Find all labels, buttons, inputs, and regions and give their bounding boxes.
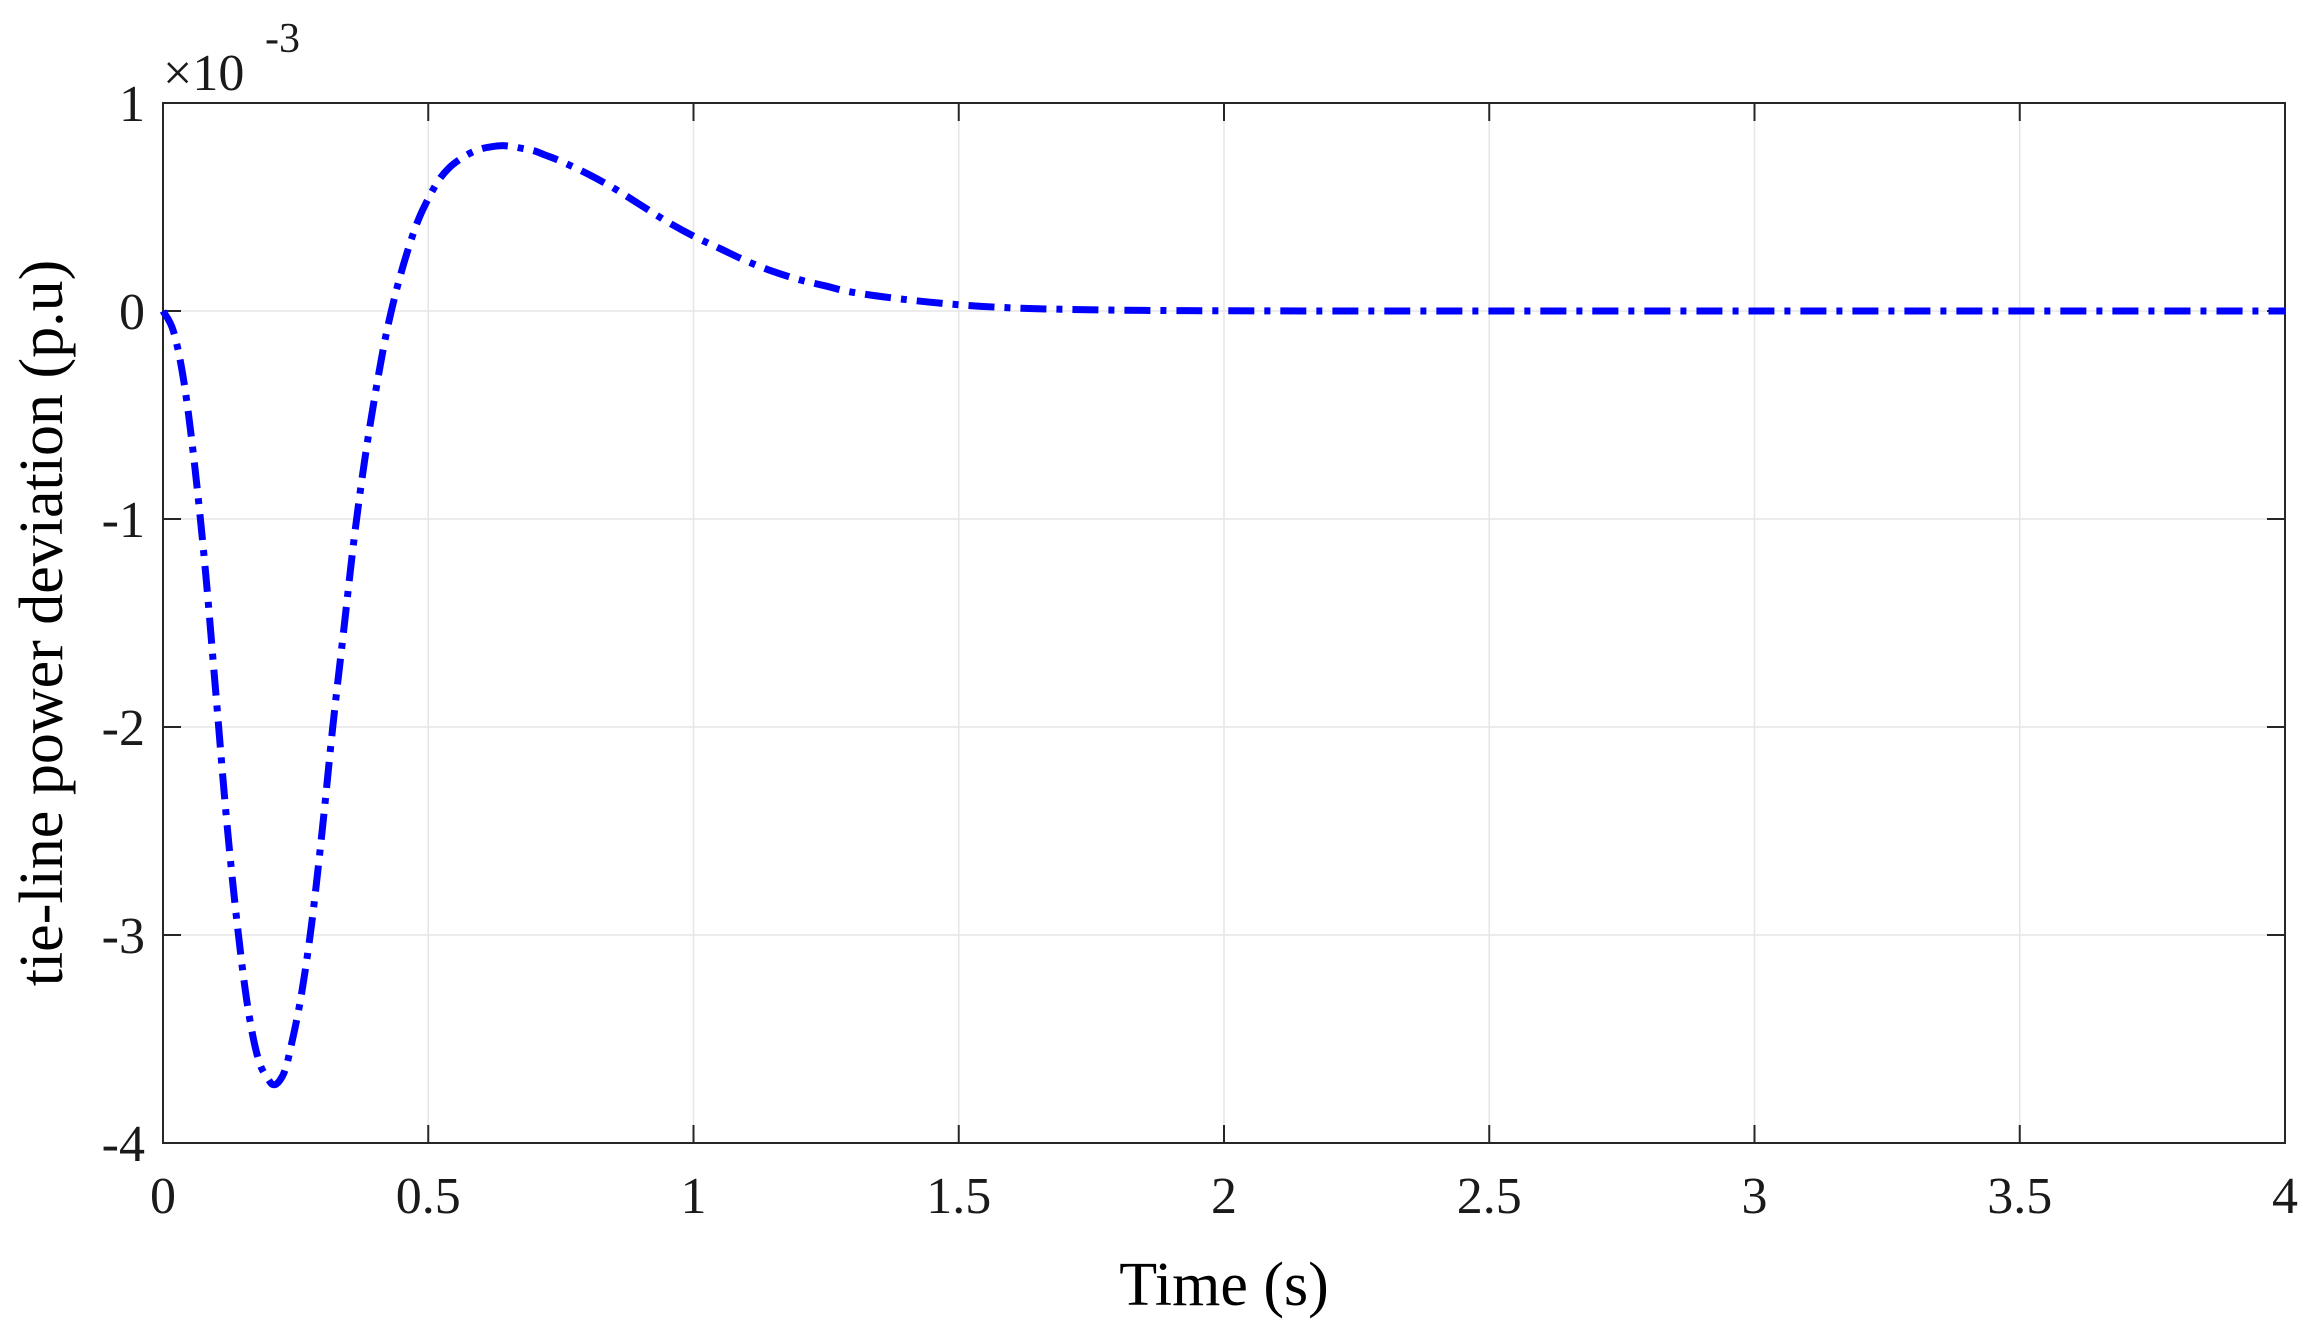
grid-lines bbox=[162, 102, 2286, 1144]
y-exponent-prefix: ×10 bbox=[163, 45, 244, 102]
x-tick-label: 0 bbox=[150, 1168, 176, 1225]
x-axis-label: Time (s) bbox=[1119, 1251, 1329, 1319]
x-tick-label: 2 bbox=[1211, 1168, 1237, 1225]
x-tick-label: 0.5 bbox=[396, 1168, 461, 1225]
x-tick-label: 4 bbox=[2272, 1168, 2298, 1225]
y-tick-label: -2 bbox=[102, 700, 145, 757]
series-line bbox=[159, 142, 2285, 1089]
y-exponent-power: -3 bbox=[265, 16, 300, 62]
y-tick-label: -4 bbox=[102, 1116, 145, 1173]
x-tick-label: 2.5 bbox=[1457, 1168, 1522, 1225]
x-tick-label: 3.5 bbox=[1987, 1168, 2052, 1225]
y-tick-label: -3 bbox=[102, 908, 145, 965]
ticks: 0 0.5 1 1.5 2 2.5 3 3.5 4 -4 -3 -2 -1 0 1 bbox=[102, 76, 2298, 1225]
x-tick-label: 1.5 bbox=[926, 1168, 991, 1225]
y-axis-label: tie-line power deviation (p.u) bbox=[8, 260, 76, 987]
y-tick-label: 0 bbox=[119, 284, 145, 341]
y-tick-label: 1 bbox=[119, 76, 145, 133]
y-tick-label: -1 bbox=[102, 492, 145, 549]
x-tick-label: 3 bbox=[1742, 1168, 1768, 1225]
series-layer bbox=[159, 142, 2285, 1089]
x-tick-label: 1 bbox=[681, 1168, 707, 1225]
